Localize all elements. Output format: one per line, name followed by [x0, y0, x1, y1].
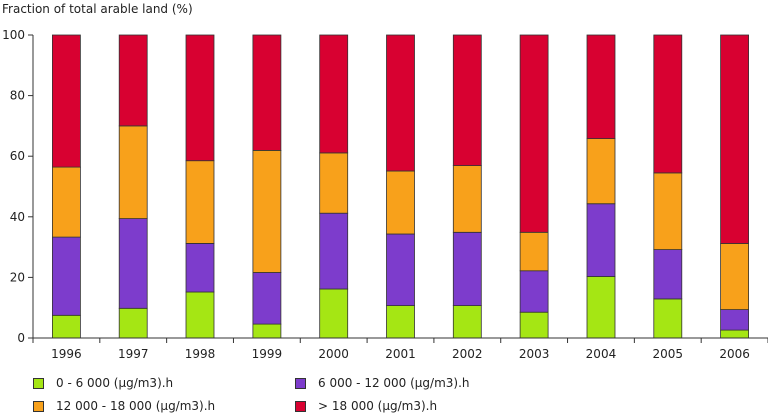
x-tick-label-1998: 1998: [185, 347, 216, 361]
y-axis-label: Fraction of total arable land (%): [2, 2, 193, 16]
bar-segment-1996-s3: [52, 34, 81, 168]
bar-segment-2002-s3: [452, 34, 482, 167]
bar-segment-2000-s0: [319, 288, 349, 339]
bar-segment-2005-s2: [653, 172, 683, 250]
x-tick-label-2000: 2000: [318, 347, 349, 361]
plot-area: 0 20 40 60 80 100 1996 1997 1998 1999 2000 2001 2002…: [2, 28, 768, 361]
y-tick-label-40: 40: [10, 210, 25, 224]
bar-segment-2004-s0: [586, 276, 616, 339]
bar-segment-1999-s1: [252, 272, 282, 325]
bar-segment-1998-s3: [185, 34, 215, 162]
bar-segment-2002-s0: [452, 305, 482, 339]
bar-segment-1999-s0: [252, 323, 282, 339]
x-tick-label-2004: 2004: [586, 347, 617, 361]
bar-segment-2005-s0: [653, 298, 683, 339]
bar-segment-1997-s3: [118, 34, 148, 127]
bar-segment-2001-s2: [386, 170, 415, 235]
bar-segment-2004-s1: [586, 203, 616, 277]
x-tick-label-1996: 1996: [51, 347, 82, 361]
x-tick-label-2001: 2001: [385, 347, 416, 361]
x-tick-label-1999: 1999: [252, 347, 283, 361]
x-tick-label-1997: 1997: [118, 347, 149, 361]
bar-segment-1996-s0: [52, 314, 81, 339]
y-tick-label-60: 60: [10, 149, 25, 163]
bar-segment-2004-s3: [586, 34, 616, 139]
bar-segment-2000-s2: [319, 152, 349, 214]
bar-segment-2005-s3: [653, 34, 683, 174]
y-tick-label-0: 0: [17, 331, 25, 345]
bar-segment-2003-s3: [519, 34, 549, 233]
y-tick-label-80: 80: [10, 89, 25, 103]
bar-segment-2001-s1: [386, 233, 415, 307]
bar-segment-1998-s2: [185, 160, 215, 244]
bar-segment-1998-s1: [185, 243, 215, 293]
bar-segment-1996-s1: [52, 236, 81, 316]
y-tick-label-100: 100: [2, 28, 25, 42]
bar-segment-2002-s2: [452, 165, 482, 233]
bar-segment-1997-s2: [118, 125, 148, 219]
x-tick-label-2006: 2006: [719, 347, 750, 361]
bar-segment-2000-s1: [319, 212, 349, 290]
bar-segment-2004-s2: [586, 138, 616, 205]
y-tick-label-20: 20: [10, 270, 25, 284]
x-tick-label-2005: 2005: [652, 347, 683, 361]
bar-segment-2003-s0: [519, 311, 549, 339]
bar-segment-1997-s0: [118, 307, 148, 339]
bar-segment-1999-s3: [252, 34, 282, 151]
x-tick-label-2002: 2002: [452, 347, 483, 361]
bar-segment-2006-s3: [720, 34, 749, 244]
bar-segment-2006-s1: [720, 309, 749, 331]
bar-segment-2001-s3: [386, 34, 415, 172]
bar-segment-2005-s1: [653, 249, 683, 300]
bar-segment-1996-s2: [52, 166, 81, 238]
bar-segment-2001-s0: [386, 305, 415, 339]
bar-segment-2006-s2: [720, 243, 749, 310]
bar-segment-1997-s1: [118, 218, 148, 309]
bar-segment-1998-s0: [185, 291, 215, 339]
bar-segment-2003-s1: [519, 270, 549, 313]
bar-segment-2002-s1: [452, 231, 482, 307]
bar-segment-2003-s2: [519, 231, 549, 272]
x-tick-label-2003: 2003: [519, 347, 550, 361]
bar-segment-1999-s2: [252, 149, 282, 273]
bar-segment-2000-s3: [319, 34, 349, 154]
bar-segment-2006-s0: [720, 329, 749, 339]
